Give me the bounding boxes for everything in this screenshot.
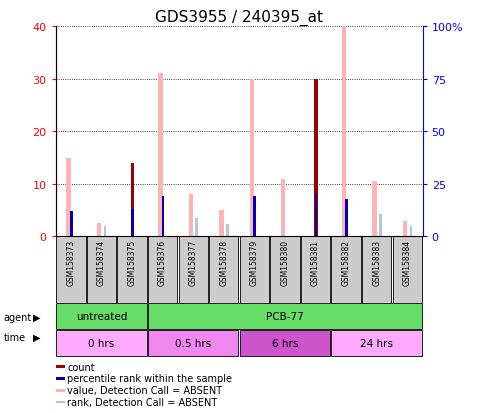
Text: 6 hrs: 6 hrs xyxy=(272,338,298,349)
Text: GSM158381: GSM158381 xyxy=(311,240,320,285)
Bar xyxy=(56,401,66,404)
Bar xyxy=(56,330,147,356)
Bar xyxy=(209,237,239,303)
Bar xyxy=(226,224,229,237)
Text: GSM158382: GSM158382 xyxy=(341,240,351,285)
Text: count: count xyxy=(67,362,95,372)
Bar xyxy=(70,212,72,237)
Bar xyxy=(362,237,391,303)
Title: GDS3955 / 240395_at: GDS3955 / 240395_at xyxy=(155,9,323,26)
Bar xyxy=(254,197,256,237)
Bar xyxy=(148,237,177,303)
Bar xyxy=(393,237,422,303)
Bar xyxy=(240,330,330,356)
Bar xyxy=(148,330,239,356)
Bar xyxy=(331,237,361,303)
Text: percentile rank within the sample: percentile rank within the sample xyxy=(67,373,232,384)
Bar xyxy=(240,237,269,303)
Bar xyxy=(342,27,346,237)
Bar xyxy=(410,226,412,237)
Bar xyxy=(345,199,348,237)
Text: 0.5 hrs: 0.5 hrs xyxy=(175,338,212,349)
Bar xyxy=(117,237,147,303)
Bar xyxy=(104,226,106,237)
Bar xyxy=(403,221,407,237)
Bar xyxy=(97,224,101,237)
Text: PCB-77: PCB-77 xyxy=(266,311,304,321)
Text: GSM158378: GSM158378 xyxy=(219,240,228,285)
Text: ▶: ▶ xyxy=(33,312,41,322)
Bar xyxy=(56,366,66,368)
Bar xyxy=(56,377,66,380)
Bar xyxy=(56,304,147,330)
Text: GSM158379: GSM158379 xyxy=(250,240,259,286)
Bar xyxy=(87,237,116,303)
Text: GSM158373: GSM158373 xyxy=(66,240,75,286)
Text: agent: agent xyxy=(4,312,32,322)
Bar xyxy=(162,197,164,237)
Bar xyxy=(219,211,224,237)
Bar xyxy=(179,237,208,303)
Bar xyxy=(250,79,255,237)
Text: GSM158374: GSM158374 xyxy=(97,240,106,286)
Bar xyxy=(67,158,71,237)
Text: untreated: untreated xyxy=(76,311,127,321)
Text: GSM158384: GSM158384 xyxy=(403,240,412,285)
Bar xyxy=(196,218,198,237)
Bar xyxy=(148,304,422,330)
Bar xyxy=(158,74,163,237)
Bar xyxy=(131,164,134,237)
Text: time: time xyxy=(4,332,26,342)
Bar xyxy=(314,79,318,237)
Bar xyxy=(379,215,382,237)
Bar xyxy=(281,179,285,237)
Text: value, Detection Call = ABSENT: value, Detection Call = ABSENT xyxy=(67,385,222,395)
Text: 0 hrs: 0 hrs xyxy=(88,338,114,349)
Text: GSM158377: GSM158377 xyxy=(189,240,198,286)
Bar xyxy=(372,182,377,237)
Bar xyxy=(314,195,317,237)
Bar xyxy=(301,237,330,303)
Text: 24 hrs: 24 hrs xyxy=(360,338,393,349)
Bar xyxy=(189,195,193,237)
Bar xyxy=(331,330,422,356)
Bar xyxy=(131,209,134,237)
Text: GSM158376: GSM158376 xyxy=(158,240,167,286)
Text: GSM158375: GSM158375 xyxy=(128,240,137,286)
Bar xyxy=(56,237,85,303)
Bar xyxy=(270,237,299,303)
Text: GSM158383: GSM158383 xyxy=(372,240,381,285)
Text: GSM158380: GSM158380 xyxy=(281,240,289,285)
Text: rank, Detection Call = ABSENT: rank, Detection Call = ABSENT xyxy=(67,397,217,407)
Bar xyxy=(56,389,66,392)
Text: ▶: ▶ xyxy=(33,332,41,342)
